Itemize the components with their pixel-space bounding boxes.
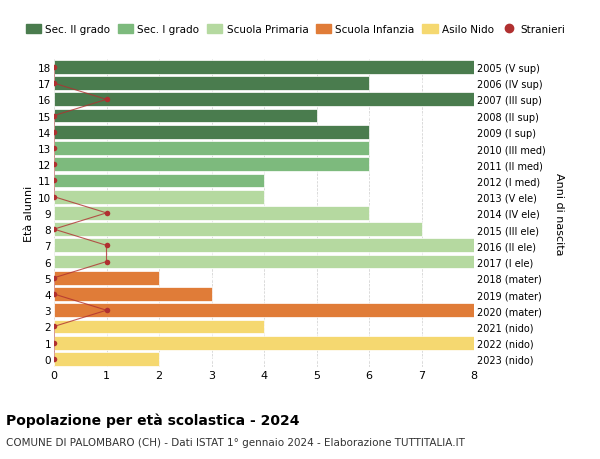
Bar xyxy=(54,336,474,350)
Bar xyxy=(54,158,369,172)
Bar xyxy=(54,207,369,220)
Bar xyxy=(54,61,474,75)
Bar xyxy=(54,320,264,334)
Bar xyxy=(54,190,264,204)
Y-axis label: Età alunni: Età alunni xyxy=(24,185,34,241)
Bar xyxy=(54,352,159,366)
Bar xyxy=(54,77,369,91)
Y-axis label: Anni di nascita: Anni di nascita xyxy=(554,172,564,255)
Bar xyxy=(54,109,317,123)
Bar xyxy=(54,126,369,140)
Bar xyxy=(54,142,369,156)
Bar xyxy=(54,239,474,253)
Bar xyxy=(54,174,264,188)
Bar xyxy=(54,271,159,285)
Bar xyxy=(54,255,474,269)
Bar xyxy=(54,304,474,318)
Bar xyxy=(54,223,421,236)
Text: Popolazione per età scolastica - 2024: Popolazione per età scolastica - 2024 xyxy=(6,413,299,428)
Legend: Sec. II grado, Sec. I grado, Scuola Primaria, Scuola Infanzia, Asilo Nido, Stran: Sec. II grado, Sec. I grado, Scuola Prim… xyxy=(26,25,566,35)
Bar xyxy=(54,93,474,107)
Text: COMUNE DI PALOMBARO (CH) - Dati ISTAT 1° gennaio 2024 - Elaborazione TUTTITALIA.: COMUNE DI PALOMBARO (CH) - Dati ISTAT 1°… xyxy=(6,437,465,447)
Bar xyxy=(54,287,212,301)
